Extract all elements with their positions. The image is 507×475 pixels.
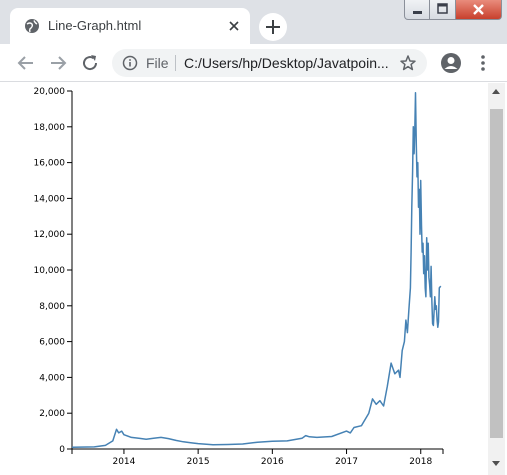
kebab-menu-icon[interactable]: [474, 53, 492, 73]
y-tick-label: 4,000: [39, 373, 65, 383]
y-tick-label: 2,000: [39, 409, 65, 419]
y-tick-label: 0: [59, 445, 65, 455]
window-close-button[interactable]: [456, 0, 502, 20]
new-tab-button[interactable]: [259, 13, 287, 41]
forward-arrow-icon[interactable]: [46, 51, 70, 75]
scroll-thumb[interactable]: [490, 109, 503, 438]
y-tick-label: 16,000: [34, 159, 66, 169]
minimize-icon: [413, 11, 422, 14]
y-tick-label: 20,000: [34, 87, 66, 97]
close-icon[interactable]: [225, 17, 243, 35]
x-tick-label: 2015: [187, 457, 210, 467]
window-maximize-button[interactable]: [430, 0, 456, 20]
plus-icon: [266, 20, 280, 34]
y-tick-label: 12,000: [34, 230, 66, 240]
x-tick-label: 2016: [261, 457, 284, 467]
page-viewport: 0 2,000 4,000 6,000 8,000 10,000 12,000 14,000 1…: [0, 83, 507, 475]
back-arrow-icon[interactable]: [14, 51, 38, 75]
y-tick-label: 10,000: [34, 266, 66, 276]
address-bar[interactable]: File C:/Users/hp/Desktop/Javatpoin...: [112, 49, 427, 77]
tab-title: Line-Graph.html: [48, 18, 142, 33]
y-tick-label: 8,000: [39, 302, 65, 312]
window-minimize-button[interactable]: [404, 0, 430, 20]
x-tick-label: 2017: [335, 457, 358, 467]
scroll-up-arrow-icon[interactable]: [492, 89, 500, 94]
scroll-down-arrow-icon[interactable]: [492, 461, 500, 466]
y-tick-label: 18,000: [34, 123, 66, 133]
star-icon[interactable]: [399, 54, 417, 72]
browser-toolbar: File C:/Users/hp/Desktop/Javatpoin...: [0, 44, 507, 82]
omnibox-divider: [175, 55, 176, 71]
maximize-icon: [437, 3, 448, 14]
reload-icon[interactable]: [78, 51, 102, 75]
x-axis: 2014 2015 2016 2017 2018: [71, 448, 444, 467]
series-line: [71, 92, 442, 448]
scheme-label: File: [146, 55, 169, 71]
line-chart: 0 2,000 4,000 6,000 8,000 10,000 12,000 14,000 1…: [34, 87, 444, 467]
info-icon[interactable]: [122, 55, 138, 71]
vertical-scrollbar[interactable]: [488, 83, 505, 475]
browser-title-bar: Line-Graph.html: [0, 0, 507, 44]
url-text[interactable]: C:/Users/hp/Desktop/Javatpoin...: [184, 55, 389, 71]
close-window-icon: [473, 4, 484, 15]
y-axis: 0 2,000 4,000 6,000 8,000 10,000 12,000 14,000 1…: [34, 87, 73, 455]
y-tick-label: 6,000: [39, 338, 65, 348]
x-tick-label: 2014: [112, 457, 135, 467]
x-tick-label: 2018: [409, 457, 432, 467]
globe-icon: [25, 19, 39, 33]
profile-icon[interactable]: [440, 52, 462, 74]
browser-tab[interactable]: Line-Graph.html: [10, 8, 250, 44]
y-tick-label: 14,000: [34, 194, 66, 204]
